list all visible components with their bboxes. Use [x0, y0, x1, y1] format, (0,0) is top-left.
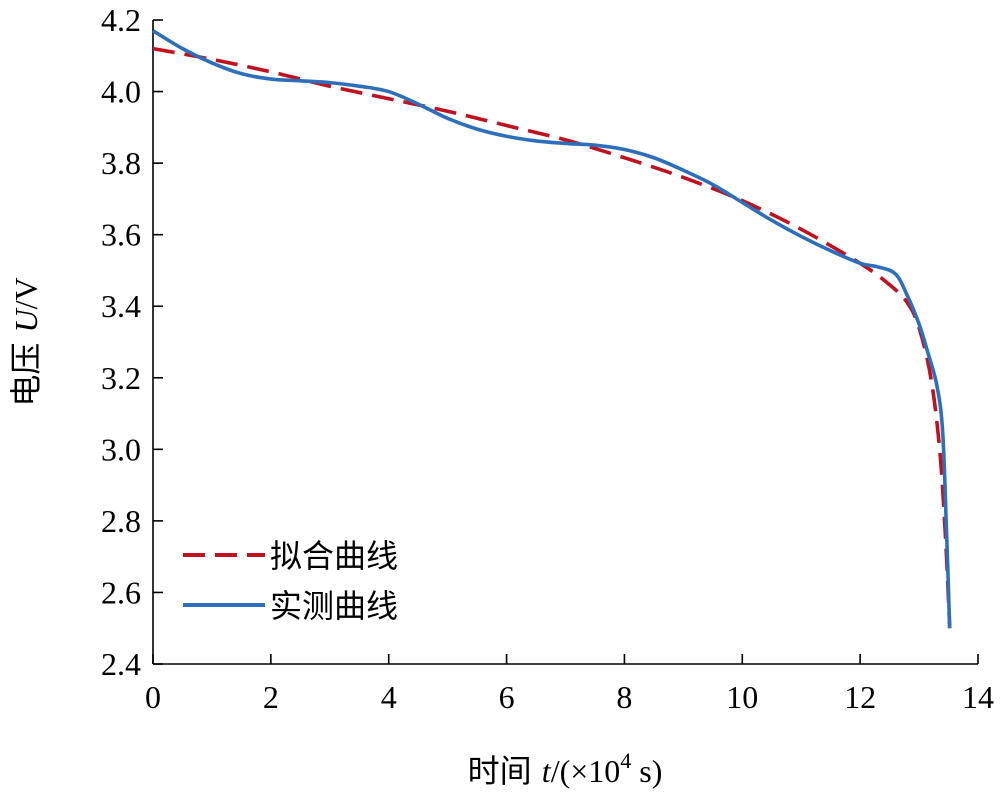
series-line-fitted — [152, 46, 952, 629]
y-tick-label: 4.2 — [101, 2, 141, 38]
y-tick-label: 3.2 — [101, 360, 141, 396]
series-layer — [152, 29, 952, 629]
y-tick-label: 2.8 — [101, 503, 141, 539]
y-tick-label: 3.0 — [101, 431, 141, 467]
legend-label-fitted: 拟合曲线 — [270, 537, 398, 575]
y-tick-label: 3.8 — [101, 145, 141, 181]
x-axis-title: 时间 t/(×104 s) — [468, 748, 663, 790]
x-tick-label: 6 — [499, 679, 515, 715]
y-axis-title: 电压 U/V — [7, 277, 45, 406]
y-tick-label: 3.6 — [101, 217, 141, 253]
plot-area: 0 2 4 6 8 10 12 14 2.4 2.6 2.8 3.0 3.2 3.4 3.6 3.8 4.0 4… — [101, 2, 994, 715]
x-tick-label: 14 — [962, 679, 994, 715]
legend-label-measured: 实测曲线 — [270, 587, 398, 625]
x-tick-label: 2 — [263, 679, 279, 715]
x-tick-label: 8 — [616, 679, 632, 715]
x-tick-label: 12 — [844, 679, 876, 715]
y-tick-label: 3.4 — [101, 288, 141, 324]
x-tick-label: 4 — [381, 679, 397, 715]
y-ticks: 2.4 2.6 2.8 3.0 3.2 3.4 3.6 3.8 4.0 4.2 — [101, 2, 163, 682]
y-tick-label: 2.6 — [101, 574, 141, 610]
y-tick-label: 4.0 — [101, 74, 141, 110]
series-line-measured — [152, 29, 952, 629]
legend: 拟合曲线 实测曲线 — [183, 537, 398, 625]
x-tick-label: 10 — [726, 679, 758, 715]
y-tick-label: 2.4 — [101, 646, 141, 682]
x-tick-label: 0 — [145, 679, 161, 715]
x-ticks: 0 2 4 6 8 10 12 14 — [145, 654, 994, 715]
